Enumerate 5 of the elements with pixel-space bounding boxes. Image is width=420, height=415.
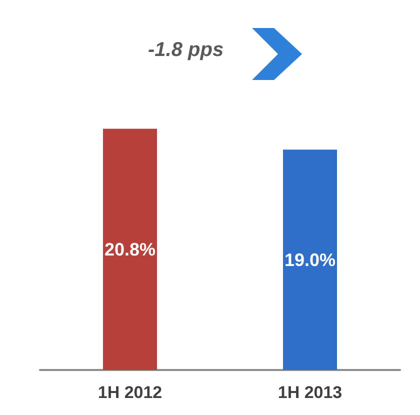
data-label: 20.8% <box>104 239 156 260</box>
text: -1.8 pps <box>148 39 224 61</box>
x-tick-label: 1H 2012 <box>98 383 162 402</box>
x-tick-label: 1H 2013 <box>278 383 342 402</box>
data-label: 19.0% <box>284 250 336 270</box>
